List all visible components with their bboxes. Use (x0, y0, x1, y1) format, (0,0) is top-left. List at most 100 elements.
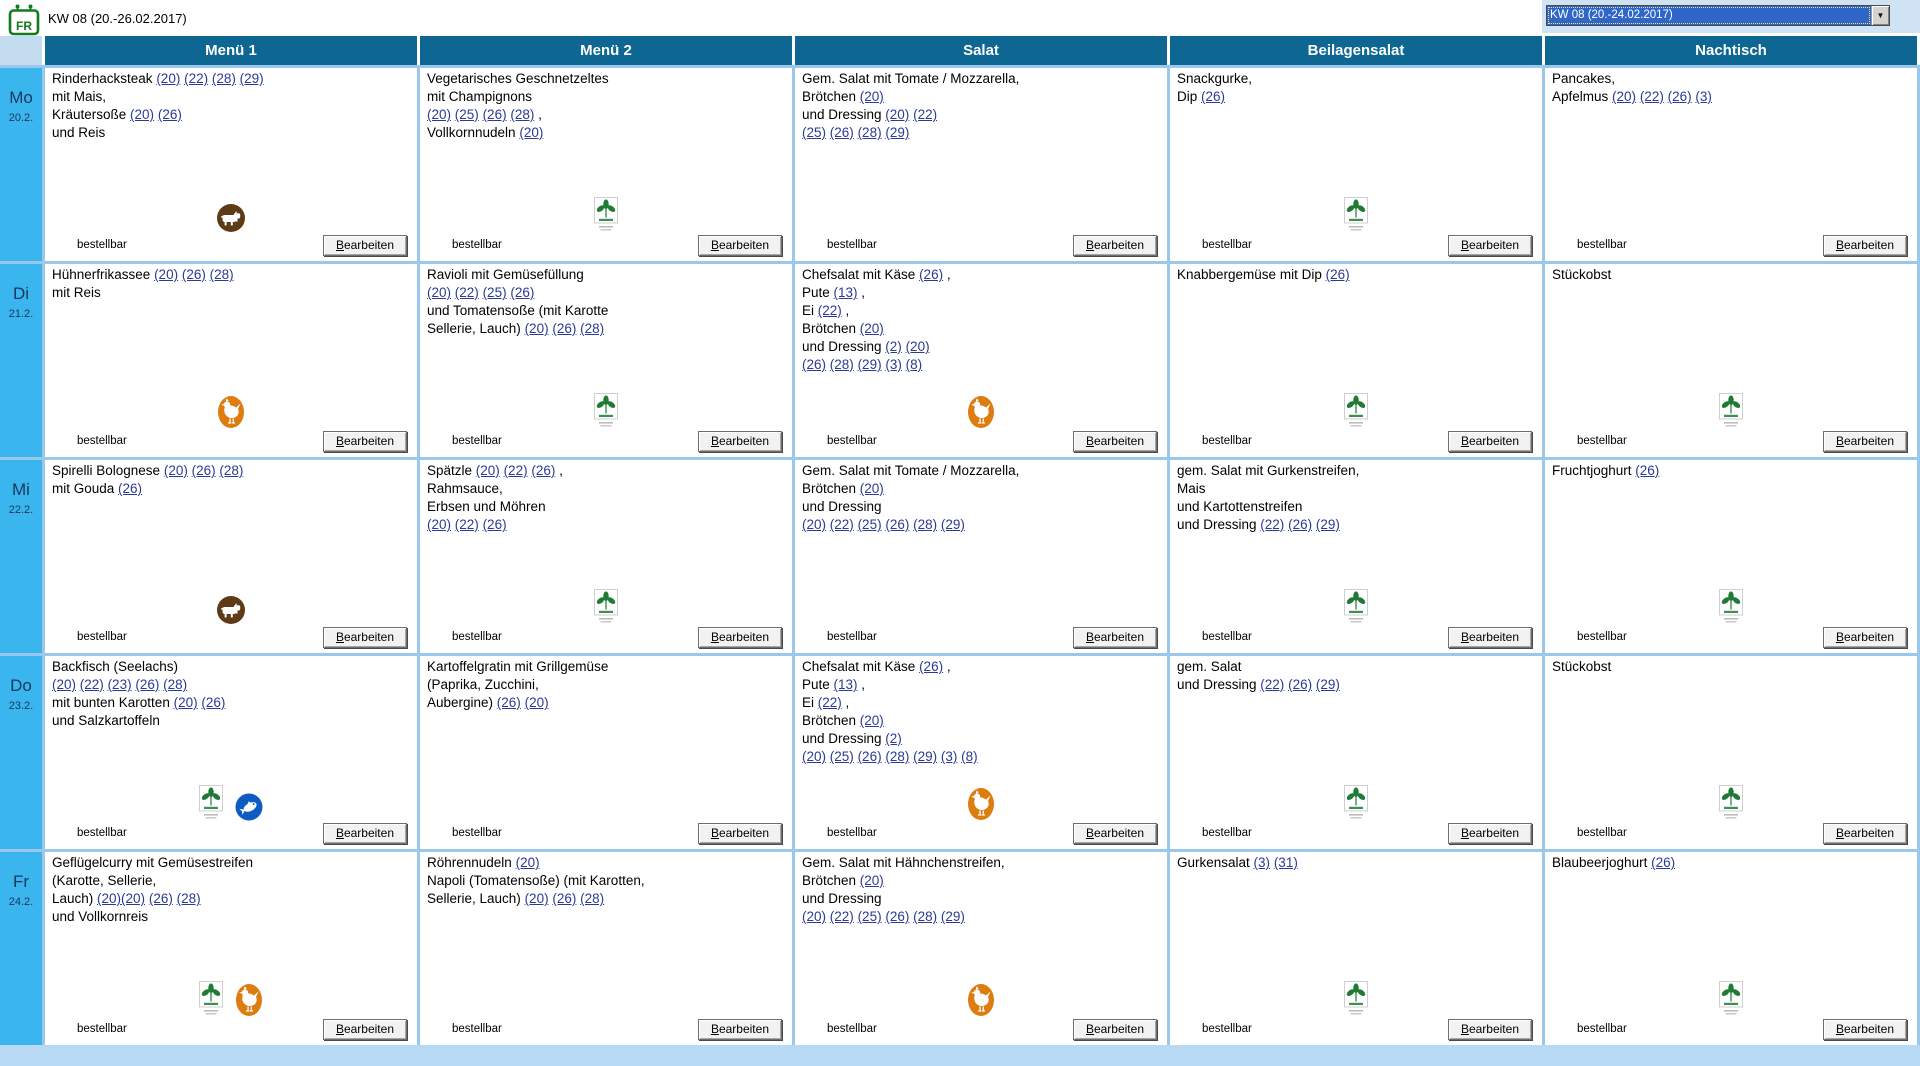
edit-button[interactable]: Bearbeiten (322, 626, 407, 648)
allergen-link[interactable]: (28) (580, 891, 605, 906)
edit-button[interactable]: Bearbeiten (1822, 626, 1907, 648)
allergen-link[interactable]: (26) (885, 517, 910, 532)
allergen-link[interactable]: (26) (482, 107, 507, 122)
allergen-link[interactable]: (20) (163, 463, 188, 478)
allergen-link[interactable]: (26) (496, 695, 521, 710)
allergen-link[interactable]: (22) (829, 909, 854, 924)
allergen-link[interactable]: (29) (940, 517, 965, 532)
allergen-link[interactable]: (22) (503, 463, 528, 478)
allergen-link[interactable]: (26) (857, 749, 882, 764)
allergen-link[interactable]: (29) (239, 71, 264, 86)
allergen-link[interactable]: (26) (201, 695, 226, 710)
edit-button[interactable]: Bearbeiten (1447, 822, 1532, 844)
allergen-link[interactable]: (23) (107, 677, 132, 692)
allergen-link[interactable]: (29) (857, 357, 882, 372)
allergen-link[interactable]: (20) (519, 125, 544, 140)
allergen-link[interactable]: (25) (454, 107, 479, 122)
edit-button[interactable]: Bearbeiten (697, 234, 782, 256)
edit-button[interactable]: Bearbeiten (1072, 430, 1157, 452)
allergen-link[interactable]: (26) (552, 891, 577, 906)
allergen-link[interactable]: (25) (482, 285, 507, 300)
allergen-link[interactable]: (3) (940, 749, 958, 764)
edit-button[interactable]: Bearbeiten (1072, 1018, 1157, 1040)
edit-button[interactable]: Bearbeiten (1822, 822, 1907, 844)
allergen-link[interactable]: (26) (802, 357, 827, 372)
allergen-link[interactable]: (28) (219, 463, 244, 478)
allergen-link[interactable]: (20) (524, 321, 549, 336)
allergen-link[interactable]: (28) (829, 357, 854, 372)
allergen-link[interactable]: (29) (1315, 517, 1340, 532)
allergen-link[interactable]: (20) (859, 873, 884, 888)
allergen-link[interactable]: (28) (857, 125, 882, 140)
allergen-link[interactable]: (20) (524, 695, 549, 710)
allergen-link[interactable]: (20) (802, 749, 827, 764)
edit-button[interactable]: Bearbeiten (697, 822, 782, 844)
allergen-link[interactable]: (3) (1695, 89, 1712, 104)
allergen-link[interactable]: (13) (833, 677, 858, 692)
allergen-link[interactable]: (20) (427, 517, 452, 532)
allergen-link[interactable]: (26) (157, 107, 182, 122)
allergen-link[interactable]: (22) (913, 107, 938, 122)
allergen-link[interactable]: (26) (118, 481, 143, 496)
edit-button[interactable]: Bearbeiten (1822, 430, 1907, 452)
allergen-link[interactable]: (20) (475, 463, 500, 478)
edit-button[interactable]: Bearbeiten (1447, 430, 1532, 452)
allergen-link[interactable]: (26) (919, 267, 944, 282)
allergen-link[interactable]: (20) (52, 677, 77, 692)
allergen-link[interactable]: (29) (885, 125, 910, 140)
allergen-link[interactable]: (26) (919, 659, 944, 674)
allergen-link[interactable]: (22) (829, 517, 854, 532)
allergen-link[interactable]: (20) (427, 107, 452, 122)
edit-button[interactable]: Bearbeiten (322, 234, 407, 256)
allergen-link[interactable]: (26) (191, 463, 216, 478)
edit-button[interactable]: Bearbeiten (1072, 234, 1157, 256)
edit-button[interactable]: Bearbeiten (697, 626, 782, 648)
allergen-link[interactable]: (20) (859, 713, 884, 728)
allergen-link[interactable]: (20) (121, 891, 146, 906)
allergen-link[interactable]: (25) (802, 125, 827, 140)
allergen-link[interactable]: (25) (857, 909, 882, 924)
edit-button[interactable]: Bearbeiten (697, 1018, 782, 1040)
allergen-link[interactable]: (28) (510, 107, 535, 122)
allergen-link[interactable]: (20) (515, 855, 540, 870)
allergen-link[interactable]: (22) (1260, 677, 1285, 692)
edit-button[interactable]: Bearbeiten (697, 430, 782, 452)
allergen-link[interactable]: (26) (510, 285, 535, 300)
allergen-link[interactable]: (22) (1639, 89, 1664, 104)
allergen-link[interactable]: (20) (859, 321, 884, 336)
allergen-link[interactable]: (20) (427, 285, 452, 300)
edit-button[interactable]: Bearbeiten (322, 822, 407, 844)
allergen-link[interactable]: (29) (1315, 677, 1340, 692)
allergen-link[interactable]: (26) (885, 909, 910, 924)
allergen-link[interactable]: (20) (905, 339, 930, 354)
allergen-link[interactable]: (26) (552, 321, 577, 336)
allergen-link[interactable]: (26) (148, 891, 173, 906)
edit-button[interactable]: Bearbeiten (1822, 234, 1907, 256)
allergen-link[interactable]: (22) (817, 303, 842, 318)
allergen-link[interactable]: (26) (1288, 517, 1313, 532)
allergen-link[interactable]: (3) (885, 357, 902, 372)
allergen-link[interactable]: (26) (1635, 463, 1660, 478)
allergen-link[interactable]: (25) (829, 749, 854, 764)
edit-button[interactable]: Bearbeiten (1447, 1018, 1532, 1040)
allergen-link[interactable]: (20) (802, 909, 827, 924)
allergen-link[interactable]: (29) (913, 749, 938, 764)
allergen-link[interactable]: (22) (454, 517, 479, 532)
allergen-link[interactable]: (26) (482, 517, 507, 532)
allergen-link[interactable]: (26) (1288, 677, 1313, 692)
allergen-link[interactable]: (20) (885, 107, 910, 122)
allergen-link[interactable]: (26) (135, 677, 160, 692)
allergen-link[interactable]: (22) (817, 695, 842, 710)
allergen-link[interactable]: (26) (531, 463, 556, 478)
edit-button[interactable]: Bearbeiten (1447, 626, 1532, 648)
allergen-link[interactable]: (28) (913, 909, 938, 924)
allergen-link[interactable]: (8) (905, 357, 923, 372)
allergen-link[interactable]: (20) (859, 89, 884, 104)
allergen-link[interactable]: (22) (454, 285, 479, 300)
edit-button[interactable]: Bearbeiten (322, 430, 407, 452)
allergen-link[interactable]: (26) (1667, 89, 1692, 104)
allergen-link[interactable]: (26) (1651, 855, 1676, 870)
edit-button[interactable]: Bearbeiten (1072, 626, 1157, 648)
allergen-link[interactable]: (20) (524, 891, 549, 906)
allergen-link[interactable]: (25) (857, 517, 882, 532)
